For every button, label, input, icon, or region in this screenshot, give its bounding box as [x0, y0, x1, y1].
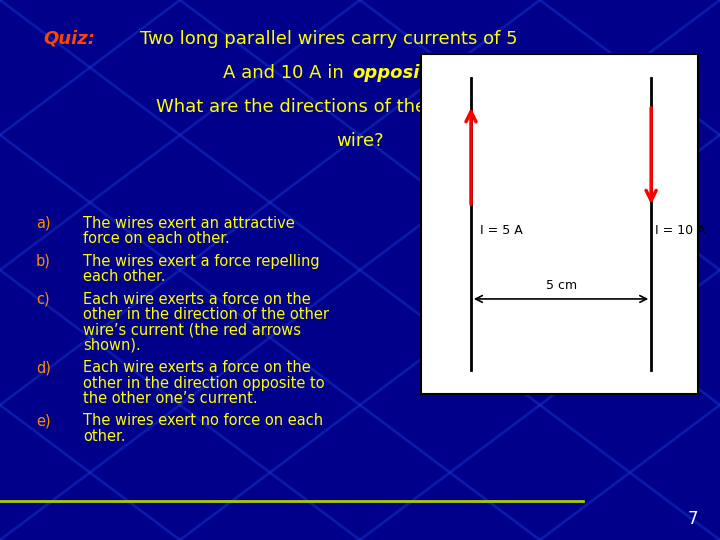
Text: What are the directions of the forces on each: What are the directions of the forces on… — [156, 98, 564, 116]
Text: wire?: wire? — [336, 132, 384, 150]
Text: 7: 7 — [688, 510, 698, 528]
Text: shown).: shown). — [83, 338, 140, 353]
Text: Two long parallel wires carry currents of 5: Two long parallel wires carry currents o… — [140, 30, 518, 48]
Bar — [421, 54, 698, 394]
Text: The wires exert no force on each: The wires exert no force on each — [83, 414, 323, 428]
Text: A and 10 A in: A and 10 A in — [222, 64, 349, 82]
Text: each other.: each other. — [83, 269, 166, 284]
Text: 5 cm: 5 cm — [546, 280, 577, 293]
Text: directions as shown.: directions as shown. — [443, 64, 633, 82]
Text: b): b) — [36, 254, 51, 269]
Text: other in the direction of the other: other in the direction of the other — [83, 307, 329, 322]
Text: other in the direction opposite to: other in the direction opposite to — [83, 376, 325, 390]
Text: The wires exert an attractive: The wires exert an attractive — [83, 216, 294, 231]
Text: the other one’s current.: the other one’s current. — [83, 391, 258, 406]
Text: force on each other.: force on each other. — [83, 231, 230, 246]
Text: opposite: opposite — [353, 64, 441, 82]
Text: e): e) — [36, 414, 50, 428]
Text: wire’s current (the red arrows: wire’s current (the red arrows — [83, 322, 301, 338]
Text: d): d) — [36, 360, 51, 375]
Text: other.: other. — [83, 429, 125, 444]
Text: a): a) — [36, 216, 50, 231]
Text: c): c) — [36, 292, 50, 307]
Text: I = 10 A: I = 10 A — [654, 224, 706, 237]
Text: The wires exert a force repelling: The wires exert a force repelling — [83, 254, 320, 269]
Text: Each wire exerts a force on the: Each wire exerts a force on the — [83, 292, 310, 307]
Text: Quiz:: Quiz: — [43, 30, 95, 48]
Text: I = 5 A: I = 5 A — [480, 224, 523, 237]
Text: Each wire exerts a force on the: Each wire exerts a force on the — [83, 360, 310, 375]
